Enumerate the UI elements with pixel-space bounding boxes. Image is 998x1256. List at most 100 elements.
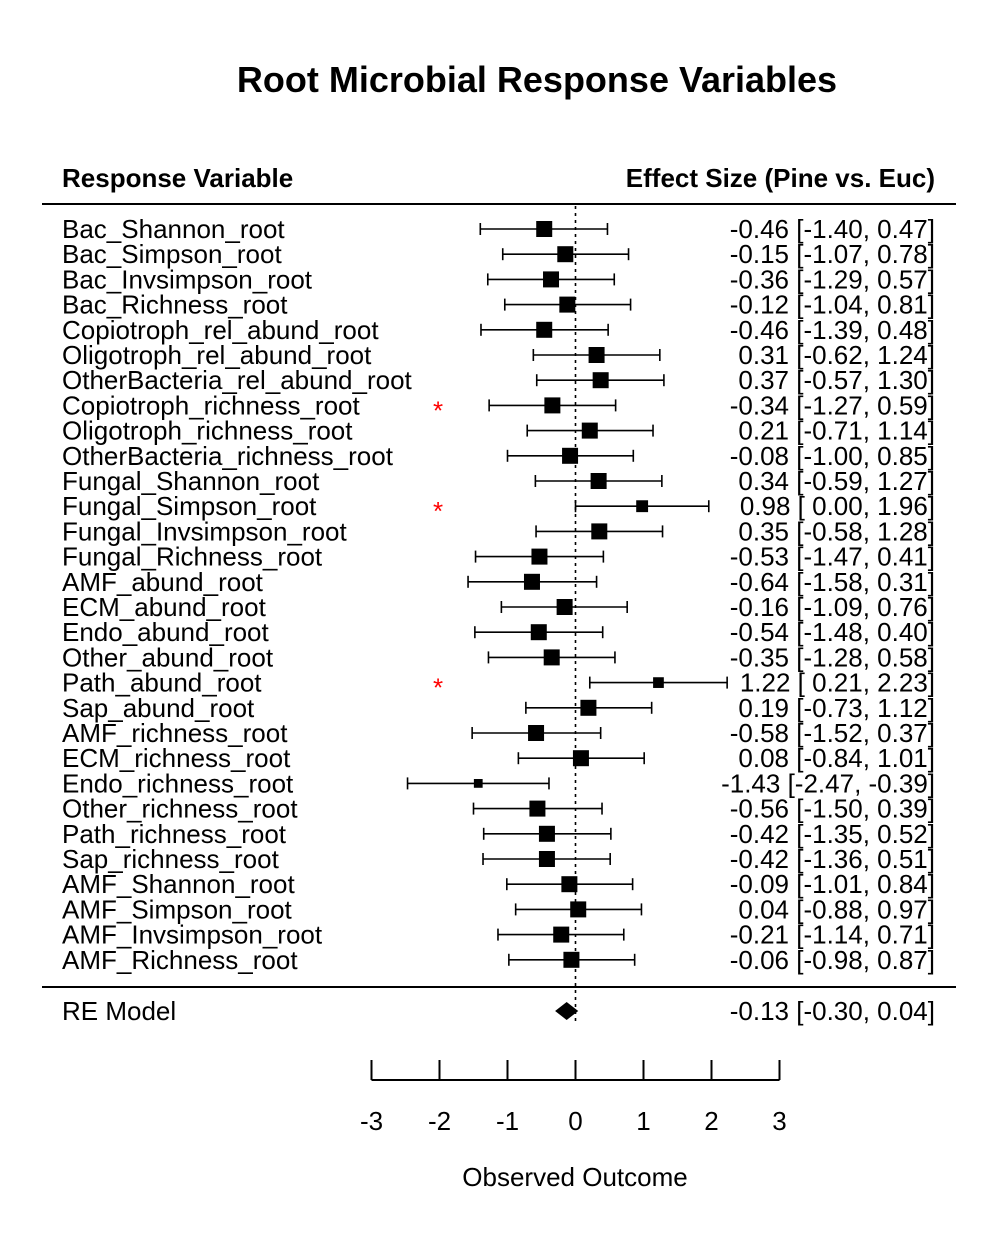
estimate-text: -0.58 [-1.52, 0.37] xyxy=(730,718,935,748)
row-label: Sap_abund_root xyxy=(62,693,255,723)
row-label: AMF_richness_root xyxy=(62,718,288,748)
row-label: Oligotroph_rel_abund_root xyxy=(62,340,372,370)
x-tick-label: 1 xyxy=(636,1106,650,1136)
estimate-text: 0.35 [-0.58, 1.28] xyxy=(738,516,935,546)
forest-row: Copiotroph_rel_abund_root -0.46 [-1.39, 0… xyxy=(62,315,935,345)
summary-diamond xyxy=(555,1002,579,1020)
forest-row: AMF_abund_root -0.64 [-1.58, 0.31] xyxy=(62,567,935,597)
point-estimate xyxy=(557,246,574,263)
forest-row: Bac_Shannon_root -0.46 [-1.40, 0.47] xyxy=(62,214,935,244)
row-label: AMF_Richness_root xyxy=(62,945,298,975)
forest-row: Fungal_Shannon_root 0.34 [-0.59, 1.27] xyxy=(62,466,935,496)
forest-row: AMF_Invsimpson_root -0.21 [-1.14, 0.71] xyxy=(62,920,935,950)
estimate-text: -0.42 [-1.36, 0.51] xyxy=(730,844,935,874)
row-label: Fungal_Invsimpson_root xyxy=(62,516,347,546)
row-label: Sap_richness_root xyxy=(62,844,280,874)
point-estimate xyxy=(473,779,483,788)
x-tick-label: 3 xyxy=(772,1106,786,1136)
row-label: Bac_Simpson_root xyxy=(62,239,282,269)
estimate-text: -0.36 [-1.29, 0.57] xyxy=(730,264,935,294)
estimate-text: 1.22 [ 0.21, 2.23] xyxy=(740,668,935,698)
point-estimate xyxy=(530,624,547,641)
point-estimate xyxy=(590,473,607,489)
x-tick-label: -3 xyxy=(360,1106,383,1136)
point-estimate xyxy=(588,347,605,363)
estimate-text: -0.46 [-1.40, 0.47] xyxy=(730,214,935,244)
forest-row: Bac_Invsimpson_root -0.36 [-1.29, 0.57] xyxy=(62,264,935,294)
forest-row: Fungal_Simpson_root * 0.98 [ 0.00, 1.96] xyxy=(62,491,935,526)
estimate-text: -0.34 [-1.27, 0.59] xyxy=(730,390,935,420)
study-rows: Bac_Shannon_root -0.46 [-1.40, 0.47]Bac_S… xyxy=(62,214,935,975)
significance-marker: * xyxy=(433,395,443,425)
forest-row: Endo_richness_root -1.43 [-2.47, -0.39] xyxy=(62,768,935,798)
forest-row: AMF_Richness_root -0.06 [-0.98, 0.87] xyxy=(62,945,935,975)
row-label: Bac_Invsimpson_root xyxy=(62,264,313,294)
forest-row: OtherBacteria_richness_root -0.08 [-1.00,… xyxy=(62,441,935,471)
row-label: OtherBacteria_rel_abund_root xyxy=(62,365,413,395)
row-label: Endo_abund_root xyxy=(62,617,270,647)
point-estimate xyxy=(536,221,553,237)
estimate-text: -0.42 [-1.35, 0.52] xyxy=(730,819,935,849)
forest-row: OtherBacteria_rel_abund_root 0.37 [-0.57,… xyxy=(62,365,935,395)
forest-row: Bac_Simpson_root -0.15 [-1.07, 0.78] xyxy=(62,239,935,269)
point-estimate xyxy=(561,876,578,893)
point-estimate xyxy=(544,397,561,414)
row-label: Other_richness_root xyxy=(62,794,298,824)
estimate-text: 0.19 [-0.73, 1.12] xyxy=(738,693,935,723)
estimate-text: -0.12 [-1.04, 0.81] xyxy=(730,290,935,320)
estimate-text: 0.08 [-0.84, 1.01] xyxy=(738,743,935,773)
estimate-text: 0.37 [-0.57, 1.30] xyxy=(738,365,935,395)
estimate-text: -0.21 [-1.14, 0.71] xyxy=(730,920,935,950)
point-estimate xyxy=(592,372,609,389)
point-estimate xyxy=(636,500,649,513)
forest-row: Other_richness_root -0.56 [-1.50, 0.39] xyxy=(62,794,935,824)
estimate-text: 0.34 [-0.59, 1.27] xyxy=(738,466,935,496)
x-axis-label: Observed Outcome xyxy=(462,1162,687,1192)
x-tick-label: -2 xyxy=(428,1106,451,1136)
forest-row: Other_abund_root -0.35 [-1.28, 0.58] xyxy=(62,642,935,672)
x-tick-label: -1 xyxy=(496,1106,519,1136)
estimate-text: -0.56 [-1.50, 0.39] xyxy=(730,794,935,824)
estimate-text: 0.04 [-0.88, 0.97] xyxy=(738,894,935,924)
row-label: Path_abund_root xyxy=(62,668,262,698)
row-label: Bac_Shannon_root xyxy=(62,214,285,244)
estimate-text: -0.15 [-1.07, 0.78] xyxy=(730,239,935,269)
point-estimate xyxy=(543,271,560,288)
row-label: AMF_Shannon_root xyxy=(62,869,295,899)
estimate-text: -0.54 [-1.48, 0.40] xyxy=(730,617,935,647)
estimate-text: -0.64 [-1.58, 0.31] xyxy=(730,567,935,597)
estimate-text: 0.98 [ 0.00, 1.96] xyxy=(740,491,935,521)
left-column-header: Response Variable xyxy=(62,163,293,193)
forest-row: Bac_Richness_root -0.12 [-1.04, 0.81] xyxy=(62,290,935,320)
estimate-text: -0.53 [-1.47, 0.41] xyxy=(730,542,935,572)
point-estimate xyxy=(556,599,573,615)
point-estimate xyxy=(562,447,579,464)
estimate-text: 0.21 [-0.71, 1.14] xyxy=(738,416,935,446)
forest-row: Sap_richness_root -0.42 [-1.36, 0.51] xyxy=(62,844,935,874)
point-estimate xyxy=(523,573,540,590)
forest-row: ECM_richness_root 0.08 [-0.84, 1.01] xyxy=(62,743,935,773)
forest-row: ECM_abund_root -0.16 [-1.09, 0.76] xyxy=(62,592,935,622)
point-estimate xyxy=(531,548,548,565)
point-estimate xyxy=(559,296,576,313)
forest-row: Copiotroph_richness_root * -0.34 [-1.27, 0… xyxy=(62,390,935,425)
row-label: Path_richness_root xyxy=(62,819,287,849)
forest-row: Oligotroph_rel_abund_root 0.31 [-0.62, 1.… xyxy=(62,340,935,370)
row-label: AMF_Simpson_root xyxy=(62,894,293,924)
row-label: Oligotroph_richness_root xyxy=(62,416,353,446)
summary-row: RE Model -0.13 [-0.30, 0.04] xyxy=(62,996,935,1026)
significance-marker: * xyxy=(433,673,443,703)
significance-marker: * xyxy=(433,496,443,526)
row-label: ECM_abund_root xyxy=(62,592,267,622)
estimate-text: -0.35 [-1.28, 0.58] xyxy=(730,642,935,672)
summary-estimate-text: -0.13 [-0.30, 0.04] xyxy=(730,996,935,1026)
row-label: Fungal_Simpson_root xyxy=(62,491,317,521)
row-label: Other_abund_root xyxy=(62,642,274,672)
row-label: AMF_abund_root xyxy=(62,567,264,597)
estimate-text: -0.16 [-1.09, 0.76] xyxy=(730,592,935,622)
row-label: Copiotroph_richness_root xyxy=(62,390,361,420)
estimate-text: -0.09 [-1.01, 0.84] xyxy=(730,869,935,899)
estimate-text: -0.08 [-1.00, 0.85] xyxy=(730,441,935,471)
forest-row: Endo_abund_root -0.54 [-1.48, 0.40] xyxy=(62,617,935,647)
